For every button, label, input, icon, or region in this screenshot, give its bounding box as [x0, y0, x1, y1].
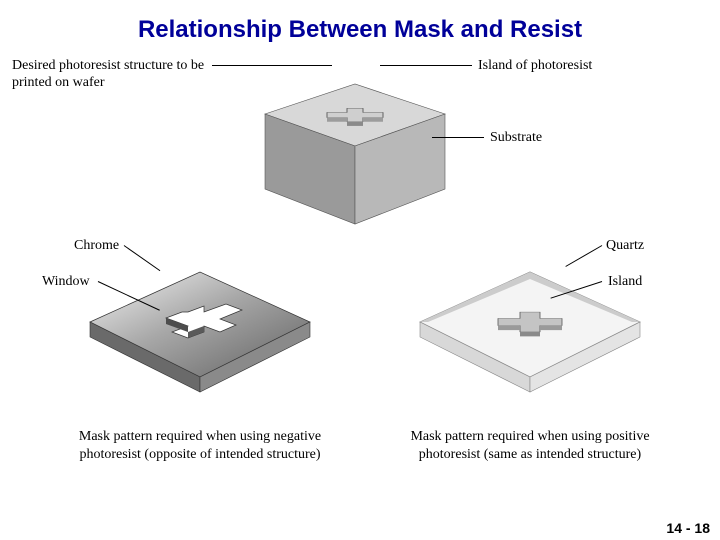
label-island: Island: [608, 274, 642, 291]
label-quartz: Quartz: [606, 238, 644, 255]
label-window: Window: [42, 274, 90, 291]
figure-chrome-mask: [70, 252, 330, 417]
label-island-pr: Island of photoresist: [478, 58, 592, 75]
label-substrate: Substrate: [490, 130, 542, 147]
caption-negative: Mask pattern required when using negativ…: [70, 428, 330, 463]
label-desired: Desired photoresist structure to be prin…: [12, 58, 212, 92]
caption-positive: Mask pattern required when using positiv…: [400, 428, 660, 463]
page-number: 14 - 18: [666, 520, 710, 536]
page-title: Relationship Between Mask and Resist: [0, 0, 720, 52]
label-chrome: Chrome: [74, 238, 119, 255]
diagram-container: Desired photoresist structure to be prin…: [0, 52, 720, 497]
figure-substrate: [235, 64, 475, 234]
